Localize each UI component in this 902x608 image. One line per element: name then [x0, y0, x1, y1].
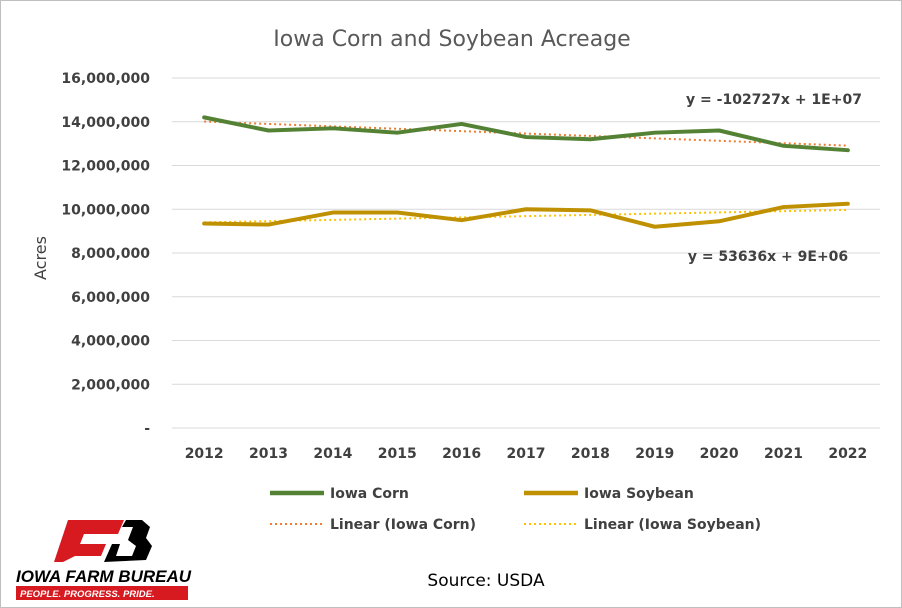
corn-trend-equation: y = -102727x + 1E+07	[686, 92, 862, 108]
legend: Iowa Corn Iowa Soybean Linear (Iowa Corn…	[270, 486, 761, 533]
soybean-trend-equation: y = 53636x + 9E+06	[688, 249, 848, 265]
x-tick-label: 2013	[249, 446, 288, 462]
legend-item-corn-trend[interactable]: Linear (Iowa Corn)	[270, 517, 476, 533]
trendline-corn	[204, 120, 848, 147]
y-tick-label: 6,000,000	[71, 290, 150, 306]
legend-item-soybean[interactable]: Iowa Soybean	[524, 486, 694, 502]
y-tick-labels: - 2,000,000 4,000,000 6,000,000 8,000,000 10,…	[61, 71, 150, 437]
legend-item-corn[interactable]: Iowa Corn	[270, 486, 409, 502]
x-tick-label: 2017	[507, 446, 546, 462]
series-line-corn	[202, 115, 850, 153]
x-tick-label: 2012	[185, 446, 224, 462]
y-tick-label: -	[144, 421, 150, 437]
x-tick-label: 2022	[828, 446, 867, 462]
logo-tagline-band	[16, 586, 188, 600]
legend-label-corn-trend: Linear (Iowa Corn)	[330, 517, 476, 533]
x-tick-label: 2019	[635, 446, 674, 462]
x-tick-label: 2018	[571, 446, 610, 462]
y-tick-label: 8,000,000	[71, 246, 150, 262]
trendline-soybean	[204, 208, 848, 224]
x-tick-label: 2020	[700, 446, 739, 462]
y-tick-label: 2,000,000	[71, 377, 150, 393]
trendlines	[204, 120, 848, 224]
y-tick-label: 16,000,000	[61, 71, 150, 87]
logo-name: IOWA FARM BUREAU	[16, 567, 192, 586]
farm-bureau-logo: IOWA FARM BUREAU PEOPLE. PROGRESS. PRIDE…	[16, 520, 192, 600]
source-note: Source: USDA	[427, 571, 545, 591]
chart-title: Iowa Corn and Soybean Acreage	[273, 27, 630, 52]
legend-label-soybean: Iowa Soybean	[584, 486, 694, 502]
x-tick-label: 2014	[313, 446, 352, 462]
x-tick-label: 2016	[442, 446, 481, 462]
y-tick-label: 14,000,000	[61, 115, 150, 131]
x-tick-label: 2015	[378, 446, 417, 462]
y-tick-label: 4,000,000	[71, 334, 150, 350]
y-tick-label: 10,000,000	[61, 202, 150, 218]
fb-mark-icon	[54, 520, 152, 562]
x-tick-labels: 2012 2013 2014 2015 2016 2017 2018 2019 2020 2021…	[185, 446, 868, 462]
legend-label-soybean-trend: Linear (Iowa Soybean)	[584, 517, 761, 533]
y-tick-label: 12,000,000	[61, 159, 150, 175]
series-lines	[202, 115, 850, 229]
legend-item-soybean-trend[interactable]: Linear (Iowa Soybean)	[524, 517, 761, 533]
logo-tagline: PEOPLE. PROGRESS. PRIDE.	[20, 589, 155, 600]
legend-label-corn: Iowa Corn	[330, 486, 409, 502]
y-axis-label: Acres	[31, 236, 50, 280]
x-tick-label: 2021	[764, 446, 803, 462]
